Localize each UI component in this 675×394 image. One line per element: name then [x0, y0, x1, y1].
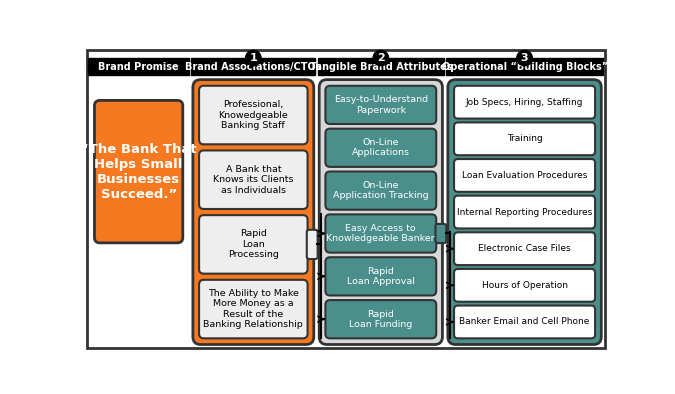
FancyBboxPatch shape — [435, 224, 446, 243]
Text: Hours of Operation: Hours of Operation — [481, 281, 568, 290]
Text: 3: 3 — [520, 53, 529, 63]
Bar — [191, 58, 315, 75]
FancyBboxPatch shape — [325, 86, 436, 124]
Text: “The Bank That
Helps Small
Businesses
Succeed.”: “The Bank That Helps Small Businesses Su… — [80, 143, 197, 201]
FancyBboxPatch shape — [199, 86, 308, 144]
Circle shape — [517, 50, 533, 66]
Text: Rapid
Loan Funding: Rapid Loan Funding — [349, 310, 412, 329]
Text: Operational “Building Blocks”: Operational “Building Blocks” — [441, 61, 608, 72]
FancyBboxPatch shape — [325, 171, 436, 210]
Text: A Bank that
Knows its Clients
as Individuals: A Bank that Knows its Clients as Individ… — [213, 165, 294, 195]
Text: Brand Associations/CTOs: Brand Associations/CTOs — [185, 61, 321, 72]
Text: Easy Access to
Knowledgeable Banker: Easy Access to Knowledgeable Banker — [327, 224, 435, 243]
FancyBboxPatch shape — [454, 159, 595, 192]
FancyBboxPatch shape — [448, 80, 601, 344]
FancyBboxPatch shape — [454, 86, 595, 119]
FancyBboxPatch shape — [199, 280, 308, 338]
FancyBboxPatch shape — [454, 123, 595, 155]
Text: Internal Reporting Procedures: Internal Reporting Procedures — [457, 208, 592, 217]
FancyBboxPatch shape — [199, 215, 308, 274]
Bar — [446, 58, 603, 75]
Text: Easy-to-Understand
Paperwork: Easy-to-Understand Paperwork — [333, 95, 428, 115]
Text: Job Specs, Hiring, Staffing: Job Specs, Hiring, Staffing — [466, 98, 583, 107]
Text: Tangible Brand Attributes: Tangible Brand Attributes — [310, 61, 452, 72]
Text: On-Line
Application Tracking: On-Line Application Tracking — [333, 181, 429, 200]
Text: 1: 1 — [250, 53, 257, 63]
Text: Banker Email and Cell Phone: Banker Email and Cell Phone — [460, 318, 590, 327]
Text: The Ability to Make
More Money as a
Result of the
Banking Relationship: The Ability to Make More Money as a Resu… — [203, 289, 303, 329]
FancyBboxPatch shape — [199, 151, 308, 209]
Text: 2: 2 — [377, 53, 385, 63]
FancyBboxPatch shape — [319, 80, 442, 344]
FancyBboxPatch shape — [454, 269, 595, 302]
FancyBboxPatch shape — [454, 232, 595, 265]
Bar — [88, 58, 189, 75]
FancyBboxPatch shape — [95, 100, 183, 243]
Text: Professional,
Knowedgeable
Banking Staff: Professional, Knowedgeable Banking Staff — [219, 100, 288, 130]
FancyBboxPatch shape — [307, 230, 318, 259]
Text: Electronic Case Files: Electronic Case Files — [479, 244, 571, 253]
Bar — [318, 58, 444, 75]
FancyBboxPatch shape — [454, 196, 595, 229]
Text: Loan Evaluation Procedures: Loan Evaluation Procedures — [462, 171, 587, 180]
Text: On-Line
Applications: On-Line Applications — [352, 138, 410, 158]
Text: Brand Promise: Brand Promise — [99, 61, 179, 72]
FancyBboxPatch shape — [325, 257, 436, 296]
Circle shape — [373, 50, 389, 66]
Text: Rapid
Loan Approval: Rapid Loan Approval — [347, 267, 414, 286]
FancyBboxPatch shape — [325, 129, 436, 167]
FancyBboxPatch shape — [193, 80, 314, 344]
Text: Training: Training — [507, 134, 543, 143]
Circle shape — [246, 50, 261, 66]
FancyBboxPatch shape — [325, 214, 436, 253]
FancyBboxPatch shape — [454, 306, 595, 338]
FancyBboxPatch shape — [325, 300, 436, 338]
Text: Rapid
Loan
Processing: Rapid Loan Processing — [228, 229, 279, 259]
